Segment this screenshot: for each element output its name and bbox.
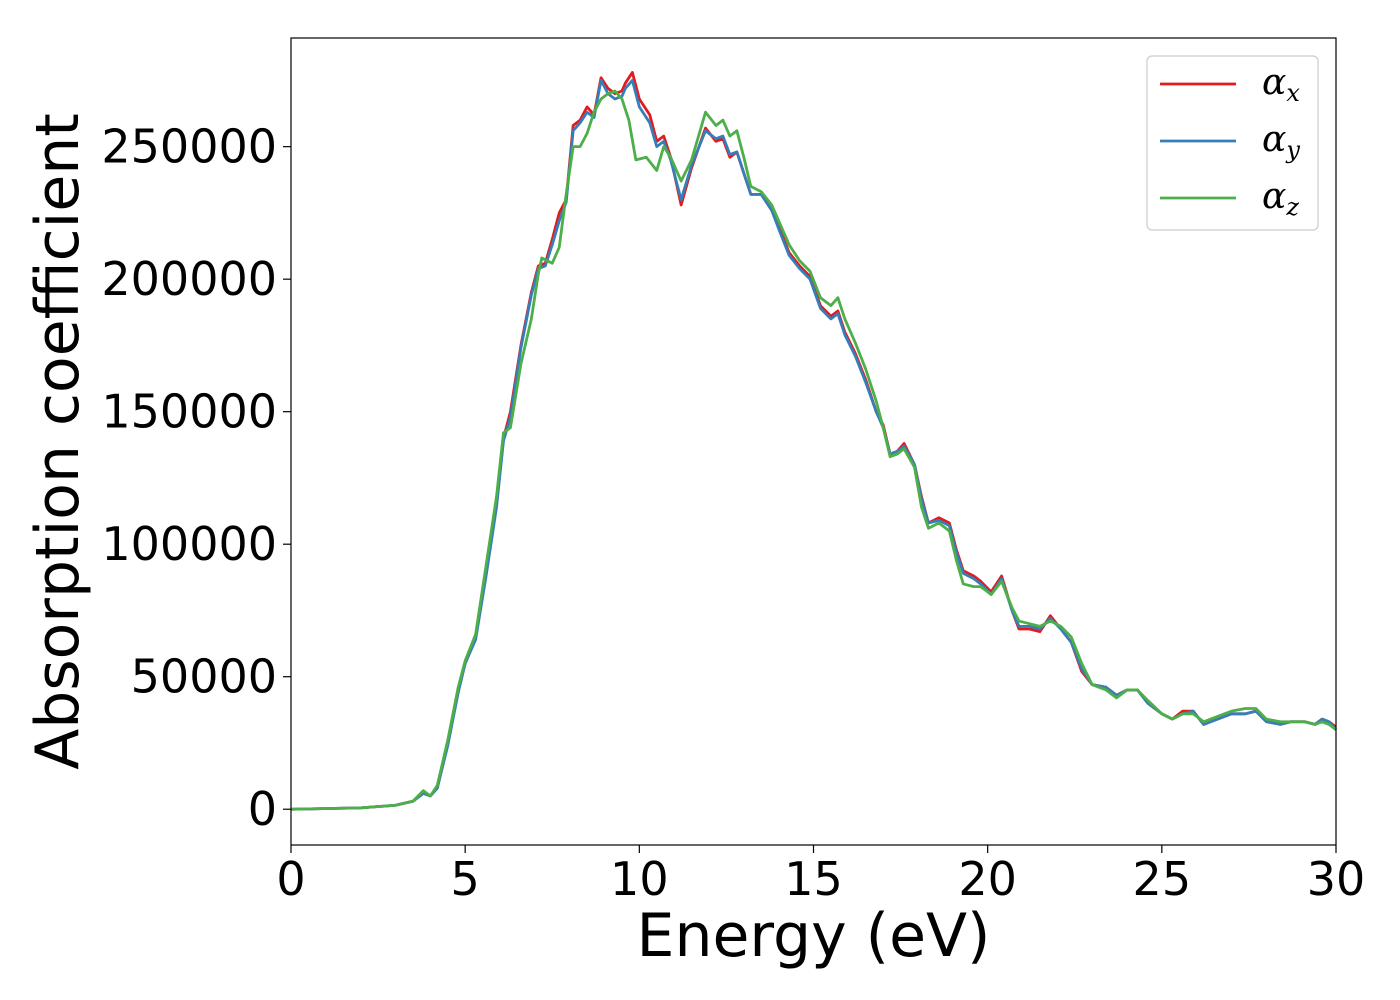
y-tick-label: 200000 (101, 252, 277, 306)
y-tick-label: 100000 (101, 517, 277, 571)
y-axis-title: Absorption coefficient (23, 113, 93, 770)
axis-ticks: 0 5 10 15 20 25 30 0 50000 100000 150000 200000 2500… (101, 120, 1365, 906)
series-lines (290, 71, 1338, 811)
series-line-z (290, 89, 1337, 811)
x-tick-label: 30 (1307, 852, 1366, 906)
legend-box (1146, 55, 1319, 231)
x-tick-label: 5 (451, 852, 480, 906)
y-tick-label: 0 (248, 782, 277, 836)
y-tick-label: 250000 (101, 120, 277, 174)
legend: αx αy αz (1146, 55, 1319, 231)
y-tick-label: 150000 (101, 385, 277, 439)
legend-label-x: αx (1262, 62, 1300, 107)
y-tick-label: 50000 (131, 650, 277, 704)
x-axis-title: Energy (eV) (637, 901, 991, 971)
legend-label-y: αy (1262, 119, 1300, 164)
x-tick-label: 20 (958, 852, 1017, 906)
x-tick-label: 15 (784, 852, 843, 906)
x-tick-label: 25 (1133, 852, 1192, 906)
legend-label-z: αz (1262, 176, 1299, 221)
x-tick-label: 10 (610, 852, 669, 906)
x-tick-label: 0 (276, 852, 305, 906)
